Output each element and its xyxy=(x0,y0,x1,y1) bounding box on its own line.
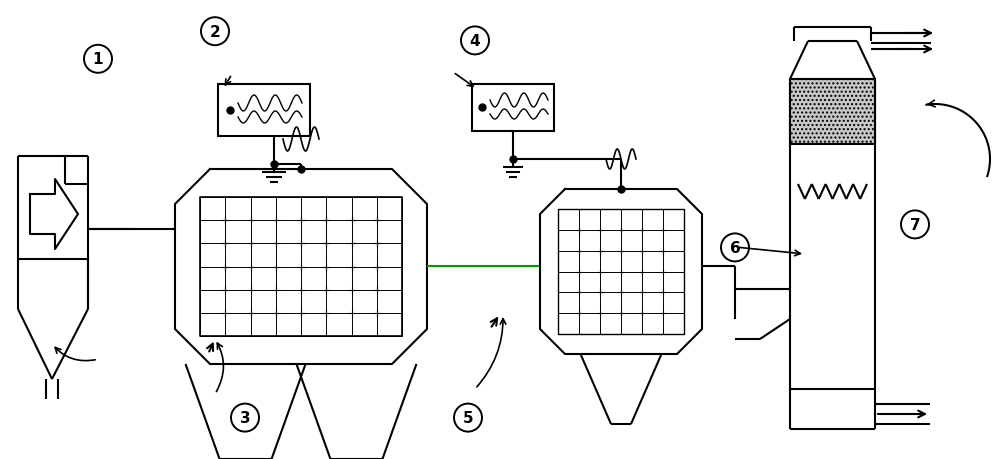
Bar xyxy=(472,85,554,132)
Text: 2: 2 xyxy=(210,25,220,39)
Text: 4: 4 xyxy=(470,34,480,49)
Bar xyxy=(200,197,402,336)
Bar xyxy=(218,85,310,137)
Text: 6: 6 xyxy=(730,241,740,255)
Text: 3: 3 xyxy=(240,410,250,425)
Text: 1: 1 xyxy=(93,52,103,67)
Text: 5: 5 xyxy=(463,410,473,425)
Text: 7: 7 xyxy=(910,218,920,232)
Bar xyxy=(558,210,684,334)
Polygon shape xyxy=(30,179,78,249)
Bar xyxy=(790,80,875,145)
